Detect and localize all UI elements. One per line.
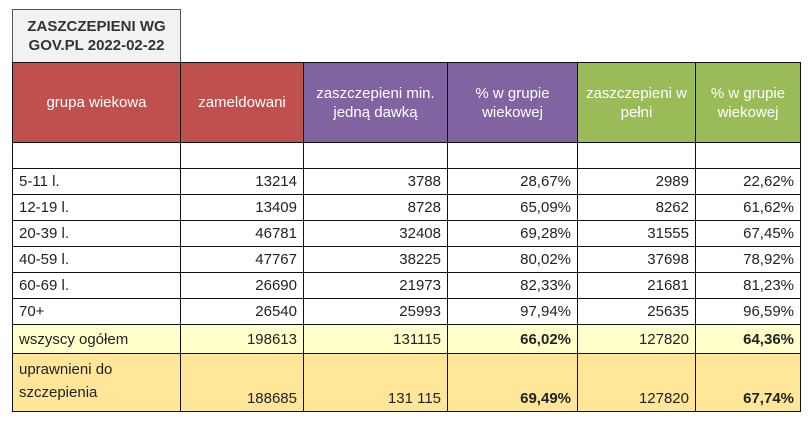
total-row: wszyscy ogółem 198613 131115 66,02% 1278… bbox=[12, 324, 801, 354]
full-pct-cell: 61,62% bbox=[695, 194, 801, 221]
age-group-cell: 60-69 l. bbox=[12, 272, 181, 299]
eligible-full-pct: 67,74% bbox=[695, 353, 801, 412]
eligible-one-dose-pct: 69,49% bbox=[447, 353, 578, 412]
full-pct-cell: 22,62% bbox=[695, 168, 801, 195]
total-one-dose-pct: 66,02% bbox=[447, 324, 578, 354]
full-pct-cell: 81,23% bbox=[695, 272, 801, 299]
table-row: 12-19 l. 13409 8728 65,09% 8262 61,62% bbox=[12, 194, 801, 221]
registered-cell: 13214 bbox=[180, 168, 304, 195]
header-one-dose: zaszczepieni min. jedną dawką bbox=[303, 62, 448, 143]
full-cell: 2989 bbox=[577, 168, 696, 195]
full-cell: 37698 bbox=[577, 246, 696, 273]
empty-row bbox=[12, 142, 801, 169]
total-registered: 198613 bbox=[180, 324, 304, 354]
total-one-dose: 131115 bbox=[303, 324, 448, 354]
one-dose-pct-cell: 80,02% bbox=[447, 246, 578, 273]
eligible-row: uprawnieni do szczepienia 188685 131 115… bbox=[12, 353, 801, 412]
age-group-cell: 40-59 l. bbox=[12, 246, 181, 273]
full-cell: 21681 bbox=[577, 272, 696, 299]
registered-cell: 26690 bbox=[180, 272, 304, 299]
one-dose-cell: 32408 bbox=[303, 220, 448, 247]
one-dose-pct-cell: 65,09% bbox=[447, 194, 578, 221]
one-dose-cell: 8728 bbox=[303, 194, 448, 221]
header-one-dose-pct: % w grupie wiekowej bbox=[447, 62, 578, 143]
table-row: 5-11 l. 13214 3788 28,67% 2989 22,62% bbox=[12, 168, 801, 195]
total-full: 127820 bbox=[577, 324, 696, 354]
table-row: 20-39 l. 46781 32408 69,28% 31555 67,45% bbox=[12, 220, 801, 247]
age-group-cell: 20-39 l. bbox=[12, 220, 181, 247]
header-full-pct: % w grupie wiekowej bbox=[695, 62, 801, 143]
registered-cell: 26540 bbox=[180, 298, 304, 325]
eligible-label: uprawnieni do szczepienia bbox=[12, 353, 181, 412]
one-dose-pct-cell: 28,67% bbox=[447, 168, 578, 195]
header-age-group: grupa wiekowa bbox=[12, 62, 181, 143]
one-dose-cell: 3788 bbox=[303, 168, 448, 195]
full-pct-cell: 96,59% bbox=[695, 298, 801, 325]
eligible-registered: 188685 bbox=[180, 353, 304, 412]
registered-cell: 13409 bbox=[180, 194, 304, 221]
one-dose-pct-cell: 97,94% bbox=[447, 298, 578, 325]
one-dose-cell: 21973 bbox=[303, 272, 448, 299]
full-cell: 8262 bbox=[577, 194, 696, 221]
eligible-one-dose: 131 115 bbox=[303, 353, 448, 412]
full-cell: 25635 bbox=[577, 298, 696, 325]
registered-cell: 47767 bbox=[180, 246, 304, 273]
one-dose-pct-cell: 82,33% bbox=[447, 272, 578, 299]
one-dose-cell: 25993 bbox=[303, 298, 448, 325]
age-group-cell: 5-11 l. bbox=[12, 168, 181, 195]
table-row: 60-69 l. 26690 21973 82,33% 21681 81,23% bbox=[12, 272, 801, 299]
table-row: 40-59 l. 47767 38225 80,02% 37698 78,92% bbox=[12, 246, 801, 273]
age-group-cell: 12-19 l. bbox=[12, 194, 181, 221]
total-full-pct: 64,36% bbox=[695, 324, 801, 354]
registered-cell: 46781 bbox=[180, 220, 304, 247]
one-dose-pct-cell: 69,28% bbox=[447, 220, 578, 247]
vaccination-table: grupa wiekowa zameldowani zaszczepieni m… bbox=[12, 62, 801, 412]
total-label: wszyscy ogółem bbox=[12, 324, 181, 354]
table-row: 70+ 26540 25993 97,94% 25635 96,59% bbox=[12, 298, 801, 325]
full-cell: 31555 bbox=[577, 220, 696, 247]
header-row: grupa wiekowa zameldowani zaszczepieni m… bbox=[12, 62, 801, 143]
table-title: ZASZCZEPIENI WG GOV.PL 2022-02-22 bbox=[12, 9, 181, 62]
one-dose-cell: 38225 bbox=[303, 246, 448, 273]
age-group-cell: 70+ bbox=[12, 298, 181, 325]
full-pct-cell: 67,45% bbox=[695, 220, 801, 247]
full-pct-cell: 78,92% bbox=[695, 246, 801, 273]
header-full: zaszczepieni w pełni bbox=[577, 62, 696, 143]
eligible-full: 127820 bbox=[577, 353, 696, 412]
header-registered: zameldowani bbox=[180, 62, 304, 143]
